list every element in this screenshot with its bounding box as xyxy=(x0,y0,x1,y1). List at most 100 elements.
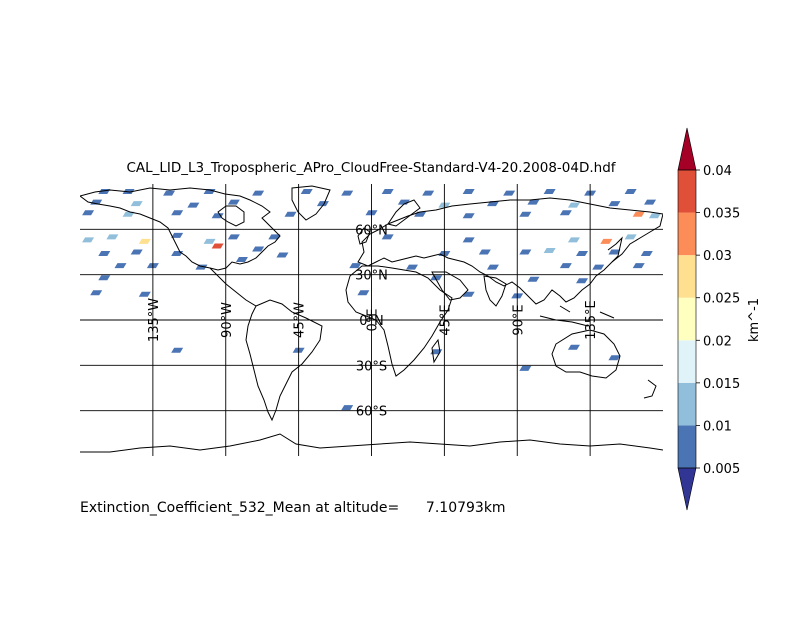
graticule-labels: 135°W 90°W 45°W 0°E 45°E 90°E 135°E 60°S 30°S 0°N… xyxy=(147,223,599,419)
extinction-cell xyxy=(195,264,208,270)
extinction-cell xyxy=(82,210,95,216)
latitude-label: 0°N xyxy=(359,314,384,329)
colorbar-segment xyxy=(678,170,696,213)
coastline-europe-asia xyxy=(357,197,663,305)
latitude-label: 30°S xyxy=(356,359,387,374)
extinction-cell xyxy=(567,344,580,350)
colorbar-segment xyxy=(678,255,696,298)
coastline-greenland xyxy=(291,185,331,221)
coastline-antarctica xyxy=(80,433,663,453)
extinction-cell xyxy=(632,263,645,269)
extinction-cell xyxy=(300,189,313,195)
extinction-cell xyxy=(349,263,362,269)
coastlines xyxy=(80,185,663,453)
extinction-cell xyxy=(559,210,572,216)
colorbar-tick-label: 0.005 xyxy=(703,462,740,477)
coastline-australia xyxy=(551,329,621,379)
extinction-cell xyxy=(98,251,111,257)
colorbar-ticks: 0.005 0.01 0.015 0.02 0.025 0.03 0.035 0.04 xyxy=(696,164,740,477)
colorbar-tick-label: 0.015 xyxy=(703,377,740,392)
extinction-cell xyxy=(114,263,127,269)
extinction-cell xyxy=(559,263,572,269)
coastline-arabia xyxy=(431,271,469,301)
colorbar-tick-label: 0.025 xyxy=(703,292,740,307)
extinction-cell xyxy=(252,190,265,196)
extinction-cell xyxy=(624,189,637,195)
map-title: CAL_LID_L3_Tropospheric_APro_CloudFree-S… xyxy=(126,160,616,176)
extinction-cell xyxy=(462,291,475,297)
coastline-japan xyxy=(607,236,623,263)
extinction-cell xyxy=(381,234,394,240)
extinction-cell xyxy=(567,202,580,208)
coastline-madagascar xyxy=(431,338,441,364)
coastline-scandinavia xyxy=(387,199,421,227)
colorbar-tick-label: 0.03 xyxy=(703,249,732,264)
colorbar-segments xyxy=(677,127,697,511)
extinction-cells xyxy=(82,189,661,411)
extinction-cell xyxy=(138,291,151,297)
extinction-cell xyxy=(644,199,657,205)
extinction-cell xyxy=(543,189,556,195)
extinction-cell xyxy=(462,237,475,243)
colorbar: 0.005 0.01 0.015 0.02 0.025 0.03 0.035 0.04 km^… xyxy=(677,127,762,511)
extinction-cell xyxy=(130,249,143,255)
colorbar-segment xyxy=(678,382,696,426)
longitude-label: 0°E xyxy=(366,309,381,332)
extinction-cell xyxy=(519,249,532,255)
extinction-cell xyxy=(90,290,103,296)
extinction-cell xyxy=(422,190,435,196)
coastline-south-america xyxy=(245,299,323,422)
extinction-cell xyxy=(130,201,143,207)
extinction-cell xyxy=(235,257,248,263)
extinction-cell xyxy=(98,275,111,281)
extinction-cell xyxy=(252,246,265,252)
extinction-cell xyxy=(211,213,224,219)
colorbar-segment xyxy=(678,297,696,341)
colorbar-tick-label: 0.02 xyxy=(703,334,732,349)
extinction-cell xyxy=(397,199,410,205)
map-panel: 135°W 90°W 45°W 0°E 45°E 90°E 135°E 60°S 30°S 0°N… xyxy=(80,184,663,456)
longitude-label: 45°W xyxy=(293,302,308,338)
extinction-cell xyxy=(405,264,418,270)
extinction-cell xyxy=(608,355,621,361)
extinction-cell xyxy=(284,211,297,217)
extinction-cell xyxy=(648,213,661,219)
extinction-cell xyxy=(276,252,289,258)
extinction-cell xyxy=(486,264,499,270)
extinction-cell xyxy=(82,237,95,243)
extinction-cell xyxy=(527,276,540,282)
extinction-cell xyxy=(341,405,354,411)
extinction-cell xyxy=(203,238,216,244)
extinction-cell xyxy=(519,365,532,371)
extinction-cell xyxy=(527,199,540,205)
extinction-cell xyxy=(462,189,475,195)
coastline-hudson-bay xyxy=(217,205,245,227)
extinction-cell xyxy=(503,190,516,196)
extinction-cell xyxy=(576,251,589,257)
extinction-cell xyxy=(462,213,475,219)
coastline-north-america xyxy=(80,187,281,271)
longitude-label: 135°E xyxy=(584,300,599,340)
extinction-cell xyxy=(600,238,613,244)
extinction-cell xyxy=(316,201,329,207)
longitude-label: 90°W xyxy=(220,302,235,338)
colorbar-segment xyxy=(678,340,696,383)
extinction-cell xyxy=(357,290,370,296)
extinction-cell xyxy=(106,234,119,240)
extinction-cell xyxy=(567,237,580,243)
extinction-cell xyxy=(543,247,556,253)
colorbar-tick-label: 0.01 xyxy=(703,419,732,434)
extinction-cell xyxy=(478,249,491,255)
extinction-cell xyxy=(624,234,637,240)
extinction-cell xyxy=(187,202,200,208)
extinction-cell xyxy=(138,238,151,244)
extinction-cell xyxy=(122,211,135,217)
extinction-cell xyxy=(268,234,281,240)
colorbar-segment xyxy=(678,212,696,256)
colorbar-tick-label: 0.035 xyxy=(703,207,740,222)
extinction-cell xyxy=(171,347,184,353)
latitude-label: 30°N xyxy=(355,269,388,284)
colorbar-tick-label: 0.04 xyxy=(703,164,732,179)
extinction-cell xyxy=(171,210,184,216)
